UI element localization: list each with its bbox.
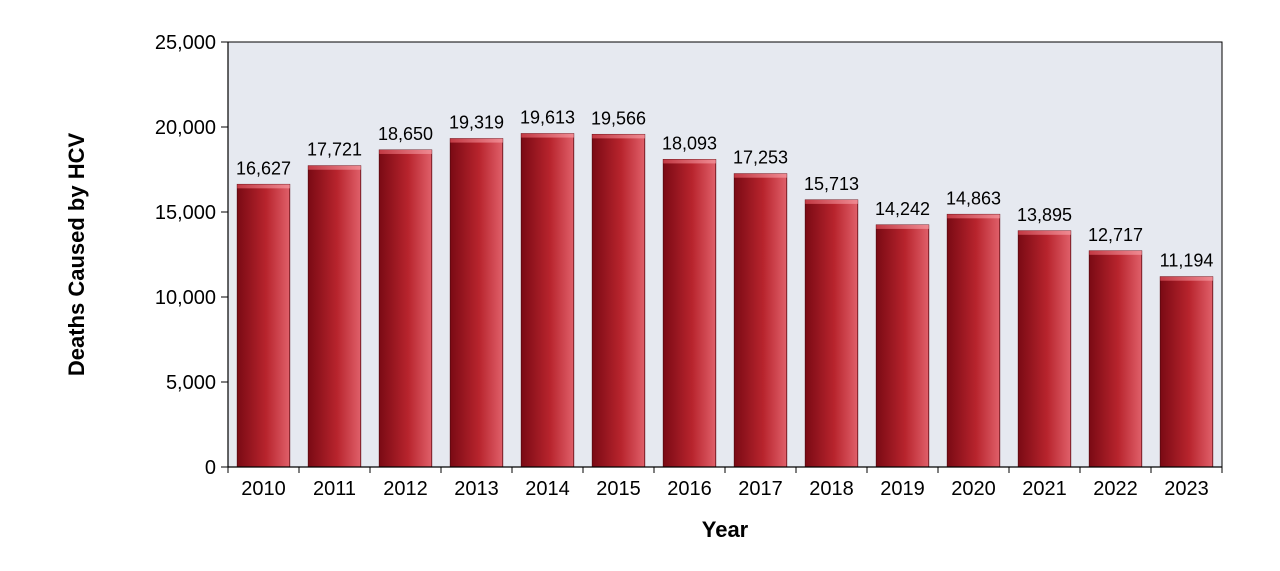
plot-area — [227, 41, 1223, 468]
x-tick-label-2014: 2014 — [525, 478, 570, 500]
y-tick-label-0: 0 — [205, 457, 216, 479]
data-label-2013: 19,319 — [449, 113, 504, 133]
bar-2010 — [236, 183, 291, 468]
x-tick-label-2013: 2013 — [454, 478, 499, 500]
bar-2018 — [804, 199, 859, 468]
data-label-2022: 12,717 — [1088, 225, 1143, 245]
x-tick-label-2015: 2015 — [596, 478, 641, 500]
bar-2013 — [449, 138, 504, 468]
x-axis-title: Year — [702, 517, 749, 542]
y-tick-label-20000: 20,000 — [155, 117, 216, 139]
x-tick-label-2020: 2020 — [951, 478, 996, 500]
bar-2019 — [875, 224, 930, 468]
x-tick-label-2012: 2012 — [383, 478, 428, 500]
bar-cap-2018 — [805, 199, 858, 204]
x-tick-label-2019: 2019 — [880, 478, 925, 500]
bar-2017 — [733, 173, 788, 468]
x-tick-label-2023: 2023 — [1164, 478, 1209, 500]
bar-2016 — [662, 159, 717, 468]
data-label-2021: 13,895 — [1017, 205, 1072, 225]
data-label-2019: 14,242 — [875, 199, 930, 219]
y-tick-label-10000: 10,000 — [155, 287, 216, 309]
y-axis-title: Deaths Caused by HCV — [64, 133, 89, 377]
bar-2011 — [307, 165, 362, 468]
x-tick-label-2018: 2018 — [809, 478, 854, 500]
data-label-2012: 18,650 — [378, 124, 433, 144]
data-label-2017: 17,253 — [733, 148, 788, 168]
bar-2023 — [1159, 276, 1214, 468]
bar-cap-2020 — [947, 214, 1000, 219]
data-label-2020: 14,863 — [946, 188, 1001, 208]
x-tick-label-2017: 2017 — [738, 478, 783, 500]
data-label-2011: 17,721 — [307, 140, 362, 160]
x-tick-label-2022: 2022 — [1093, 478, 1138, 500]
bar-cap-2011 — [308, 165, 361, 170]
bar-cap-2019 — [876, 224, 929, 229]
bar-2012 — [378, 149, 433, 468]
data-label-2018: 15,713 — [804, 174, 859, 194]
bar-cap-2014 — [521, 133, 574, 138]
bar-2014 — [520, 133, 575, 468]
bar-cap-2023 — [1160, 276, 1213, 281]
bar-cap-2022 — [1089, 250, 1142, 255]
data-label-2023: 11,194 — [1160, 251, 1214, 271]
bar-2015 — [591, 133, 646, 468]
bar-cap-2021 — [1018, 230, 1071, 235]
x-tick-label-2021: 2021 — [1022, 478, 1067, 500]
x-tick-label-2016: 2016 — [667, 478, 712, 500]
bar-cap-2015 — [592, 134, 645, 139]
data-label-2015: 19,566 — [591, 108, 646, 128]
bar-2020 — [946, 213, 1001, 468]
x-tick-label-2010: 2010 — [241, 478, 286, 500]
bar-2021 — [1017, 230, 1072, 468]
bar-cap-2017 — [734, 173, 787, 178]
bar-cap-2012 — [379, 149, 432, 154]
y-tick-label-15000: 15,000 — [155, 202, 216, 224]
bar-cap-2010 — [237, 184, 290, 189]
data-label-2014: 19,613 — [520, 108, 575, 128]
x-tick-label-2011: 2011 — [313, 478, 356, 500]
data-label-2010: 16,627 — [236, 158, 291, 178]
bar-cap-2016 — [663, 159, 716, 164]
data-labels: 16,627 17,721 18,650 19,319 19,613 19,566 18,0… — [236, 108, 1213, 271]
data-label-2016: 18,093 — [662, 133, 717, 153]
bar-cap-2013 — [450, 138, 503, 143]
bar-2022 — [1088, 250, 1143, 468]
y-tick-label-25000: 25,000 — [155, 32, 216, 54]
y-tick-label-5000: 5,000 — [166, 372, 216, 394]
axes: 2010 2011 2012 2013 2014 2015 2016 2017 2018 2019… — [155, 32, 1223, 500]
